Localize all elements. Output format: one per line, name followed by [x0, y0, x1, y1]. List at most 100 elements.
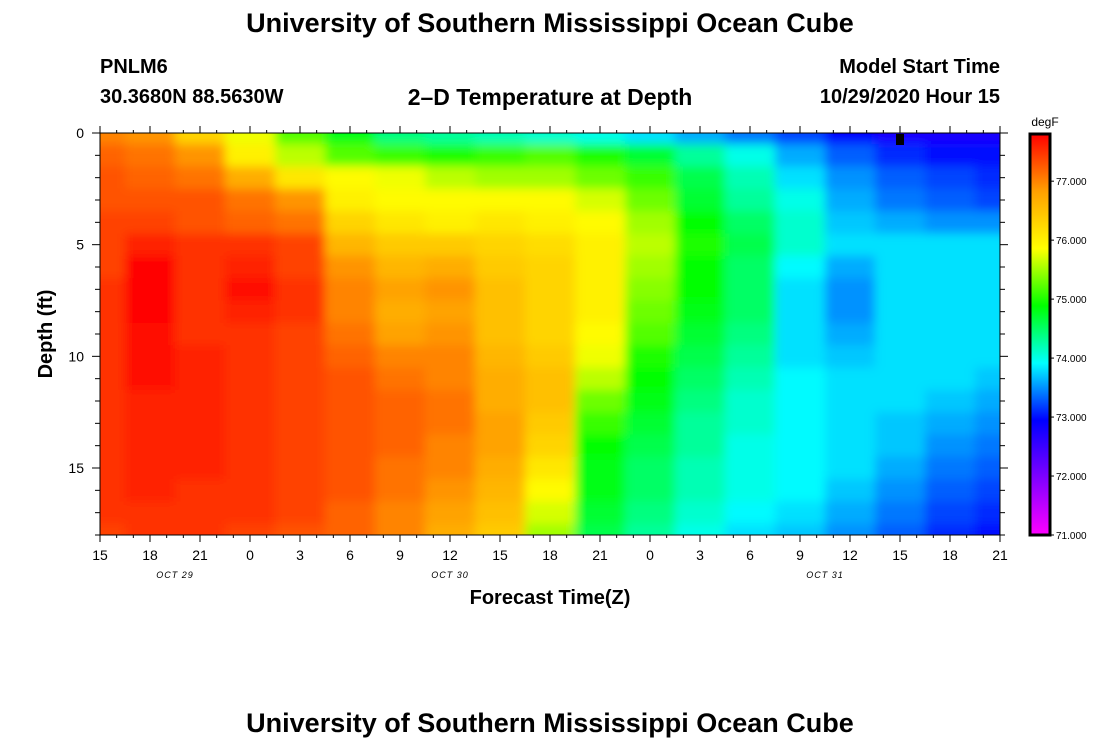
date-labels: OCT 29 OCT 30 OCT 31: [156, 570, 843, 580]
x-tick-label: 21: [592, 547, 608, 563]
heatmap-cell: [675, 456, 726, 480]
heatmap-cell: [975, 322, 1000, 346]
heatmap-cell: [975, 233, 1000, 257]
heatmap-cell: [725, 367, 776, 391]
x-tick-label: 12: [442, 547, 458, 563]
heatmap-cell: [725, 412, 776, 435]
heatmap-cell: [725, 255, 776, 279]
heatmap-cell: [100, 166, 126, 190]
heatmap-cell: [675, 255, 726, 279]
heatmap-cell: [175, 144, 226, 167]
heatmap-cell: [275, 188, 326, 212]
heatmap-cell: [775, 300, 826, 324]
heatmap-cell: [175, 389, 226, 413]
colorbar: 71.000 72.000 73.000 74.000 75.000 76.000 77.0…: [1028, 132, 1087, 542]
heatmap-cell: [525, 367, 576, 391]
heatmap-cell: [525, 479, 576, 502]
heatmap-cell: [100, 322, 126, 346]
heatmap-cell: [825, 166, 876, 190]
heatmap-cell: [875, 278, 926, 301]
heatmap-cell: [525, 133, 576, 145]
heatmap-cell: [625, 501, 676, 525]
heatmap-cell: [125, 255, 176, 279]
heatmap-cell: [725, 278, 776, 301]
colorbar-tick-label: 73.000: [1056, 413, 1087, 424]
heatmap-cell: [100, 211, 126, 234]
heatmap-cell: [925, 523, 976, 535]
heatmap-cell: [825, 412, 876, 435]
heatmap-cell: [875, 456, 926, 480]
x-tick-label: 18: [142, 547, 158, 563]
y-tick-label: 5: [76, 237, 84, 253]
heatmap-cell: [125, 523, 176, 535]
heatmap-cell: [675, 523, 726, 535]
heatmap-cell: [875, 300, 926, 324]
heatmap-cell: [575, 166, 626, 190]
heatmap-cell: [825, 188, 876, 212]
heatmap-cell: [875, 166, 926, 190]
heatmap-cell: [275, 278, 326, 301]
heatmap-cell: [100, 188, 126, 212]
heatmap-cell: [675, 479, 726, 502]
heatmap-cell: [225, 255, 276, 279]
x-tick-label: 9: [796, 547, 804, 563]
heatmap-cell: [925, 166, 976, 190]
heatmap-cell: [775, 479, 826, 502]
heatmap-cell: [225, 166, 276, 190]
heatmap-cell: [625, 434, 676, 458]
heatmap-cell: [325, 300, 376, 324]
heatmap-cell: [625, 389, 676, 413]
heatmap-cell: [275, 300, 326, 324]
heatmap-cell: [625, 456, 676, 480]
heatmap-cell: [525, 278, 576, 301]
y-axis-label: Depth (ft): [35, 290, 57, 379]
heatmap-cell: [975, 255, 1000, 279]
heatmap-cell: [575, 255, 626, 279]
station-id: PNLM6: [100, 56, 168, 78]
heatmap-cell: [175, 233, 226, 257]
heatmap-cell: [725, 144, 776, 167]
heatmap-cell: [325, 144, 376, 167]
heatmap-cell: [375, 412, 426, 435]
heatmap-cell: [325, 211, 376, 234]
heatmap-cell: [625, 412, 676, 435]
heatmap-cell: [825, 434, 876, 458]
x-tick-label: 3: [696, 547, 704, 563]
heatmap-cell: [325, 434, 376, 458]
heatmap-cell: [525, 188, 576, 212]
heatmap-cell: [275, 523, 326, 535]
heatmap-cell: [675, 501, 726, 525]
heatmap-cell: [375, 166, 426, 190]
heatmap-cell: [725, 300, 776, 324]
heatmap-cell: [425, 479, 476, 502]
model-start-label: Model Start Time: [839, 56, 1000, 78]
heatmap-cell: [975, 345, 1000, 368]
heatmap-cell: [675, 278, 726, 301]
heatmap-cell: [525, 233, 576, 257]
heatmap-cell: [775, 322, 826, 346]
heatmap-cell: [625, 367, 676, 391]
heatmap-cell: [825, 233, 876, 257]
heatmap-cell: [925, 300, 976, 324]
heatmap-cell: [125, 166, 176, 190]
heatmap-cell: [325, 501, 376, 525]
heatmap-cell: [375, 233, 426, 257]
heatmap-cell: [575, 211, 626, 234]
heatmap-cell: [875, 255, 926, 279]
heatmap-cell: [125, 345, 176, 368]
x-tick-label: 9: [396, 547, 404, 563]
x-tick-label: 21: [192, 547, 208, 563]
heatmap-cell: [925, 188, 976, 212]
heatmap-cell: [375, 367, 426, 391]
heatmap-cell: [475, 255, 526, 279]
heatmap-cell: [175, 278, 226, 301]
heatmap-cell: [525, 144, 576, 167]
heatmap-cell: [575, 434, 626, 458]
heatmap-cell: [725, 133, 776, 145]
heatmap-cell: [125, 479, 176, 502]
heatmap-cell: [775, 501, 826, 525]
colorbar-bar: [1028, 132, 1052, 537]
heatmap-cell: [825, 322, 876, 346]
heatmap-cell: [125, 188, 176, 212]
